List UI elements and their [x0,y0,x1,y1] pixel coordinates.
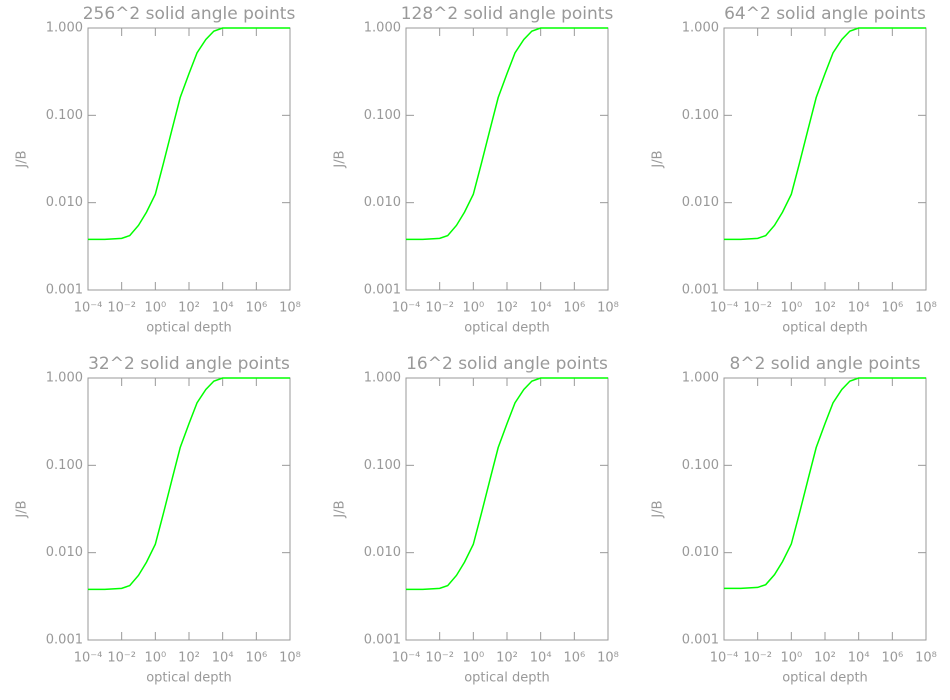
plot-frame [723,377,927,641]
chart-title: 64^2 solid angle points [724,4,926,24]
plot-frame [87,27,291,291]
x-tick-label: 10⁻² [425,651,454,666]
x-tick-label: 10⁰ [462,651,484,666]
y-axis-label: J/B [333,500,348,518]
x-axis-label: optical depth [782,671,868,686]
y-tick-label: 0.100 [364,108,401,123]
x-tick-label: 10² [814,301,836,316]
x-tick-label: 10² [178,301,200,316]
x-tick-label: 10⁻⁴ [710,301,739,316]
y-tick-label: 1.000 [682,21,719,36]
x-tick-label: 10⁶ [563,651,585,666]
data-line [406,377,608,591]
chart-title: 32^2 solid angle points [88,354,290,374]
x-tick-label: 10⁸ [597,651,619,666]
x-axis-label: optical depth [146,671,232,686]
data-line [724,377,926,590]
y-tick-label: 0.010 [46,195,83,210]
x-tick-label: 10⁻⁴ [74,651,103,666]
y-tick-label: 0.001 [46,283,83,298]
x-tick-label: 10⁴ [848,651,870,666]
data-line [724,27,926,241]
x-tick-label: 10⁶ [245,651,267,666]
x-tick-label: 10⁴ [212,651,234,666]
y-tick-label: 0.100 [46,458,83,473]
x-tick-label: 10⁻² [743,301,772,316]
x-tick-label: 10² [814,651,836,666]
x-tick-label: 10⁻⁴ [74,301,103,316]
y-axis-label: J/B [333,150,348,168]
x-tick-label: 10⁰ [462,301,484,316]
plot-frame [87,377,291,641]
plot-frame [405,377,609,641]
x-tick-label: 10⁸ [279,301,301,316]
x-tick-label: 10⁰ [780,301,802,316]
x-tick-label: 10⁶ [881,651,903,666]
x-axis-label: optical depth [782,321,868,336]
x-tick-label: 10⁶ [245,301,267,316]
x-tick-label: 10⁰ [144,651,166,666]
y-tick-label: 0.010 [46,545,83,560]
y-tick-label: 0.100 [682,108,719,123]
y-tick-label: 0.010 [682,195,719,210]
y-tick-label: 1.000 [46,21,83,36]
y-tick-label: 1.000 [364,21,401,36]
x-tick-label: 10⁴ [212,301,234,316]
x-tick-label: 10⁴ [530,301,552,316]
y-tick-label: 0.100 [46,108,83,123]
x-axis-label: optical depth [464,671,550,686]
x-tick-label: 10⁻⁴ [392,651,421,666]
x-tick-label: 10⁸ [597,301,619,316]
x-tick-label: 10⁻² [743,651,772,666]
x-tick-label: 10⁸ [915,651,937,666]
chart-title: 128^2 solid angle points [401,4,614,24]
y-tick-label: 0.010 [682,545,719,560]
x-tick-label: 10⁶ [881,301,903,316]
x-tick-label: 10² [496,301,518,316]
x-tick-label: 10⁸ [915,301,937,316]
y-axis-label: J/B [15,500,30,518]
y-tick-label: 0.100 [364,458,401,473]
y-tick-label: 0.010 [364,195,401,210]
x-tick-label: 10⁻² [107,651,136,666]
x-tick-label: 10² [178,651,200,666]
data-line [88,27,290,241]
y-tick-label: 0.001 [364,283,401,298]
x-axis-label: optical depth [146,321,232,336]
x-tick-label: 10⁴ [530,651,552,666]
x-tick-label: 10⁻² [107,301,136,316]
y-tick-label: 0.001 [682,633,719,648]
y-axis-label: J/B [651,150,666,168]
plot-frame [405,27,609,291]
x-axis-label: optical depth [464,321,550,336]
x-tick-label: 10⁸ [279,651,301,666]
plot-frame [723,27,927,291]
x-tick-label: 10⁰ [144,301,166,316]
x-tick-label: 10⁰ [780,651,802,666]
y-tick-label: 0.001 [364,633,401,648]
y-tick-label: 1.000 [46,371,83,386]
x-tick-label: 10⁻⁴ [710,651,739,666]
y-tick-label: 0.010 [364,545,401,560]
y-axis-label: J/B [651,500,666,518]
y-tick-label: 0.001 [46,633,83,648]
x-tick-label: 10⁻² [425,301,454,316]
y-tick-label: 1.000 [682,371,719,386]
y-tick-label: 0.100 [682,458,719,473]
x-tick-label: 10⁻⁴ [392,301,421,316]
chart-title: 16^2 solid angle points [406,354,608,374]
chart-title: 256^2 solid angle points [83,4,296,24]
y-tick-label: 0.001 [682,283,719,298]
x-tick-label: 10⁴ [848,301,870,316]
chart-title: 8^2 solid angle points [730,354,921,374]
x-tick-label: 10⁶ [563,301,585,316]
y-axis-label: J/B [15,150,30,168]
data-line [88,377,290,591]
x-tick-label: 10² [496,651,518,666]
y-tick-label: 1.000 [364,371,401,386]
data-line [406,27,608,241]
